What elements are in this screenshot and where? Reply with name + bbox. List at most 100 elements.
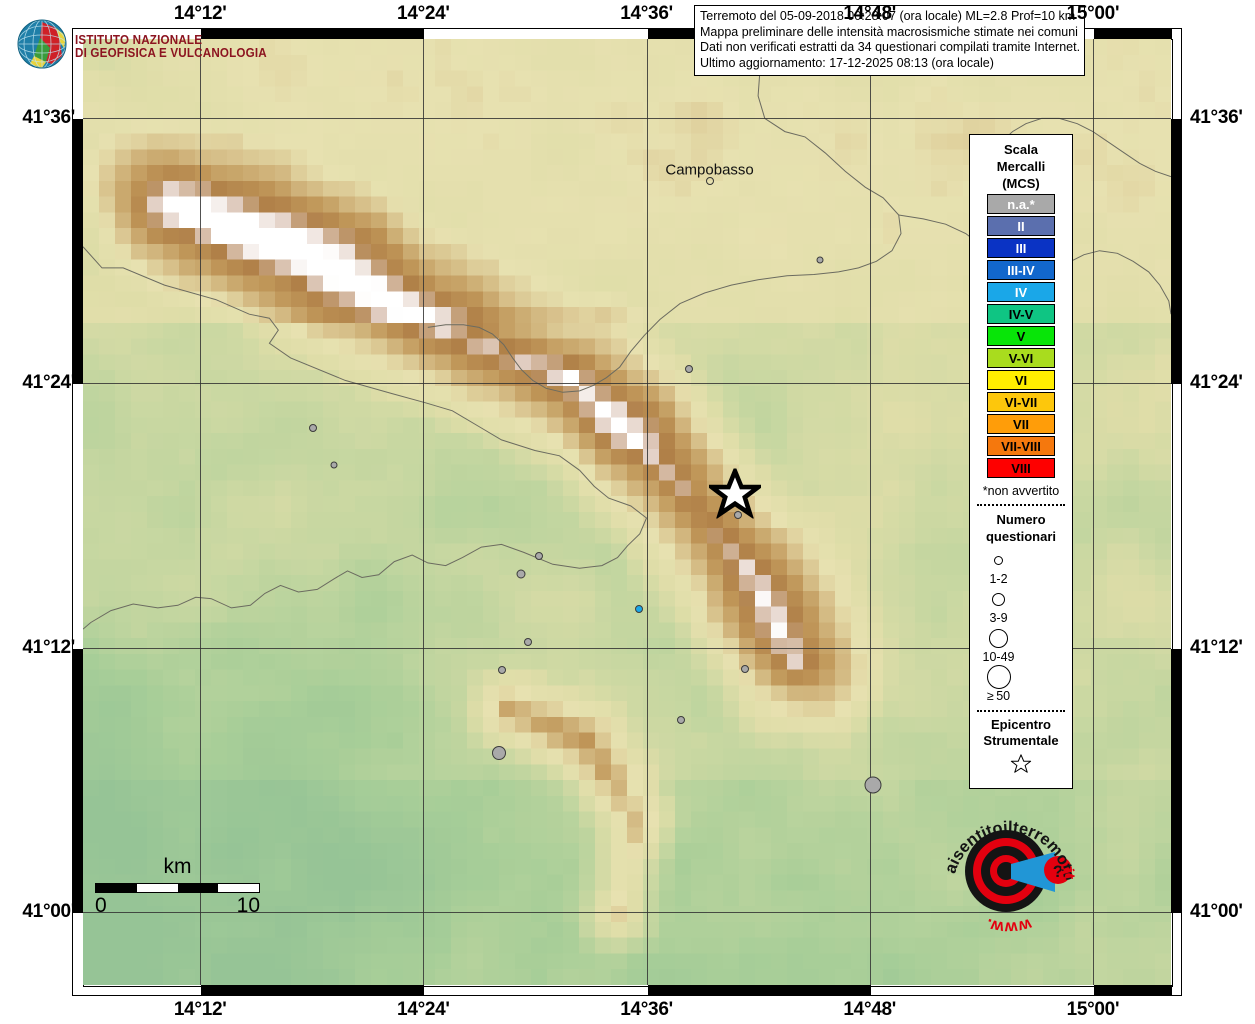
ingv-logo[interactable]: ISTITUTO NAZIONALE DI GEOFISICA E VULCAN…: [16, 18, 281, 75]
graticule-parallel: [83, 118, 1171, 120]
legend-star-icon: [975, 753, 1067, 780]
mcs-title-line-3: (MCS): [1002, 176, 1040, 191]
questionnaire-size-label: 3-9: [989, 611, 1008, 625]
intensity-point[interactable]: [330, 461, 338, 469]
intensity-point[interactable]: [535, 552, 544, 561]
lon-tick-label-top: 15°00': [1066, 3, 1120, 24]
intensity-point[interactable]: [635, 605, 644, 614]
info-line-3: Dati non verificati estratti da 34 quest…: [700, 40, 1081, 54]
lon-tick-label-top: 14°12': [173, 3, 227, 24]
lon-tick-label-top: 14°48': [843, 3, 896, 24]
mcs-class-swatch: VI: [987, 370, 1055, 390]
frame-tick-segment: [1171, 119, 1181, 384]
intensity-point[interactable]: [864, 776, 882, 794]
lat-tick-label-left: 41°36': [22, 107, 75, 129]
questionnaire-size-item: ≥ 50: [975, 665, 1022, 704]
mcs-class-swatch: VIII: [987, 458, 1055, 478]
mcs-class-list: n.a.* II III III-IV IV IV-V V V-VI VI VI-VII VII VI…: [975, 194, 1067, 478]
intensity-point[interactable]: [816, 256, 824, 264]
frame-tick-segment: [1093, 29, 1172, 39]
mcs-class-swatch: IV: [987, 282, 1055, 302]
frame-tick-segment: [1171, 648, 1181, 914]
mcs-class-swatch: III-IV: [987, 260, 1055, 280]
lon-tick-label-top: 14°36': [620, 3, 673, 24]
intensity-point[interactable]: [516, 569, 526, 579]
mcs-class-swatch: n.a.*: [987, 194, 1055, 214]
mcs-class-swatch: VII-VIII: [987, 436, 1055, 456]
mcs-class-swatch: V-VI: [987, 348, 1055, 368]
mcs-class-swatch: III: [987, 238, 1055, 258]
scale-start-label: 0: [95, 894, 107, 917]
lat-tick-label-left: 41°12': [22, 636, 75, 658]
questionnaire-size-item: 10-49: [975, 626, 1022, 665]
mcs-class-swatch: IV-V: [987, 304, 1055, 324]
frame-tick-segment: [73, 648, 83, 914]
graticule-meridian: [200, 39, 202, 985]
svg-text:www.: www.: [984, 915, 1035, 937]
mcs-title-line-1: Scala: [1004, 142, 1038, 157]
intensity-point[interactable]: [523, 638, 532, 647]
intensity-point[interactable]: [677, 715, 686, 724]
graticule-parallel: [83, 383, 1171, 384]
questionnaire-title-line-1: Numero: [996, 512, 1046, 527]
questionnaire-title-line-2: questionari: [985, 529, 1057, 544]
city-label: Campobasso: [665, 161, 754, 179]
questionnaire-size-list: 1-2 3-9 10-49 ≥ 50: [975, 548, 1067, 704]
graticule-meridian: [869, 39, 871, 985]
legend-divider-1: [977, 504, 1065, 506]
scale-unit-label: km: [163, 855, 192, 878]
radar-target-icon: ? haisentitoilterremoto www. .it: [929, 782, 1079, 937]
legend-divider-2: [977, 710, 1065, 712]
intensity-point[interactable]: [498, 666, 507, 675]
ingv-line-2: DI GEOFISICA E VULCANOLOGIA: [75, 45, 267, 60]
questionnaire-size-circle: [989, 628, 1008, 648]
intensity-point[interactable]: [684, 365, 693, 374]
intensity-point[interactable]: [308, 423, 317, 432]
intensity-point[interactable]: [492, 745, 507, 760]
frame-tick-segment: [647, 985, 871, 995]
hsit-logo[interactable]: ? haisentitoilterremoto www. .it: [929, 782, 1084, 946]
mcs-class-swatch: VII: [987, 414, 1055, 434]
epicenter-title-line-1: Epicentro: [991, 717, 1051, 732]
scale-bar-segments: [95, 883, 260, 893]
scale-bar-segment: [96, 884, 137, 892]
frame-tick-segment: [201, 985, 425, 995]
graticule-parallel: [83, 912, 1171, 914]
mcs-class-swatch: II: [987, 216, 1055, 236]
info-line-4: Ultimo aggiornamento: 17-12-2025 08:13 (…: [700, 55, 994, 70]
graticule-parallel: [83, 647, 1171, 649]
questionnaire-size-circle: [992, 592, 1005, 606]
scale-bar-segment: [177, 884, 219, 892]
graticule-meridian: [1092, 39, 1094, 985]
graticule-meridian: [423, 39, 425, 985]
epicenter-star-icon[interactable]: [705, 465, 766, 524]
ingv-globe-icon: [16, 18, 68, 75]
mcs-class-swatch: V: [987, 326, 1055, 346]
info-line-2: Mappa preliminare delle intensità macros…: [700, 24, 1078, 39]
scale-end-label: 10: [236, 894, 260, 917]
ingv-line-1: ISTITUTO NAZIONALE: [75, 32, 203, 47]
frame-tick-segment: [1093, 985, 1172, 995]
questionnaire-size-label: ≥ 50: [986, 689, 1011, 703]
svg-text:.it: .it: [1057, 862, 1079, 882]
questionnaire-size-circle: [994, 555, 1003, 565]
legend-footnote: *non avvertito: [982, 484, 1060, 498]
frame-tick-segment: [201, 29, 425, 39]
svg-text:?: ?: [1053, 862, 1063, 881]
lat-tick-label-left: 41°00': [22, 901, 75, 923]
legend-panel: Scala Mercalli (MCS) n.a.* II III III-IV IV I…: [969, 134, 1073, 789]
questionnaire-size-label: 10-49: [982, 650, 1015, 664]
event-info-box: Terremoto del 05-09-2018 00:28:07 (ora l…: [694, 5, 1086, 76]
lat-tick-label-right: 41°36': [1190, 107, 1243, 129]
epicenter-title-line-2: Strumentale: [983, 733, 1059, 748]
lat-tick-label-right: 41°12': [1190, 636, 1243, 658]
scale-bar: km 0 10: [95, 855, 260, 918]
lon-tick-label-bot: 14°24': [397, 999, 450, 1020]
lon-tick-label-bot: 14°12': [173, 999, 227, 1020]
mcs-title-line-2: Mercalli: [996, 159, 1046, 174]
intensity-point[interactable]: [734, 511, 743, 520]
questionnaire-size-circle: [986, 665, 1011, 689]
info-line-1: Terremoto del 05-09-2018 00:28:07 (ora l…: [700, 9, 1076, 23]
intensity-point[interactable]: [740, 665, 749, 674]
